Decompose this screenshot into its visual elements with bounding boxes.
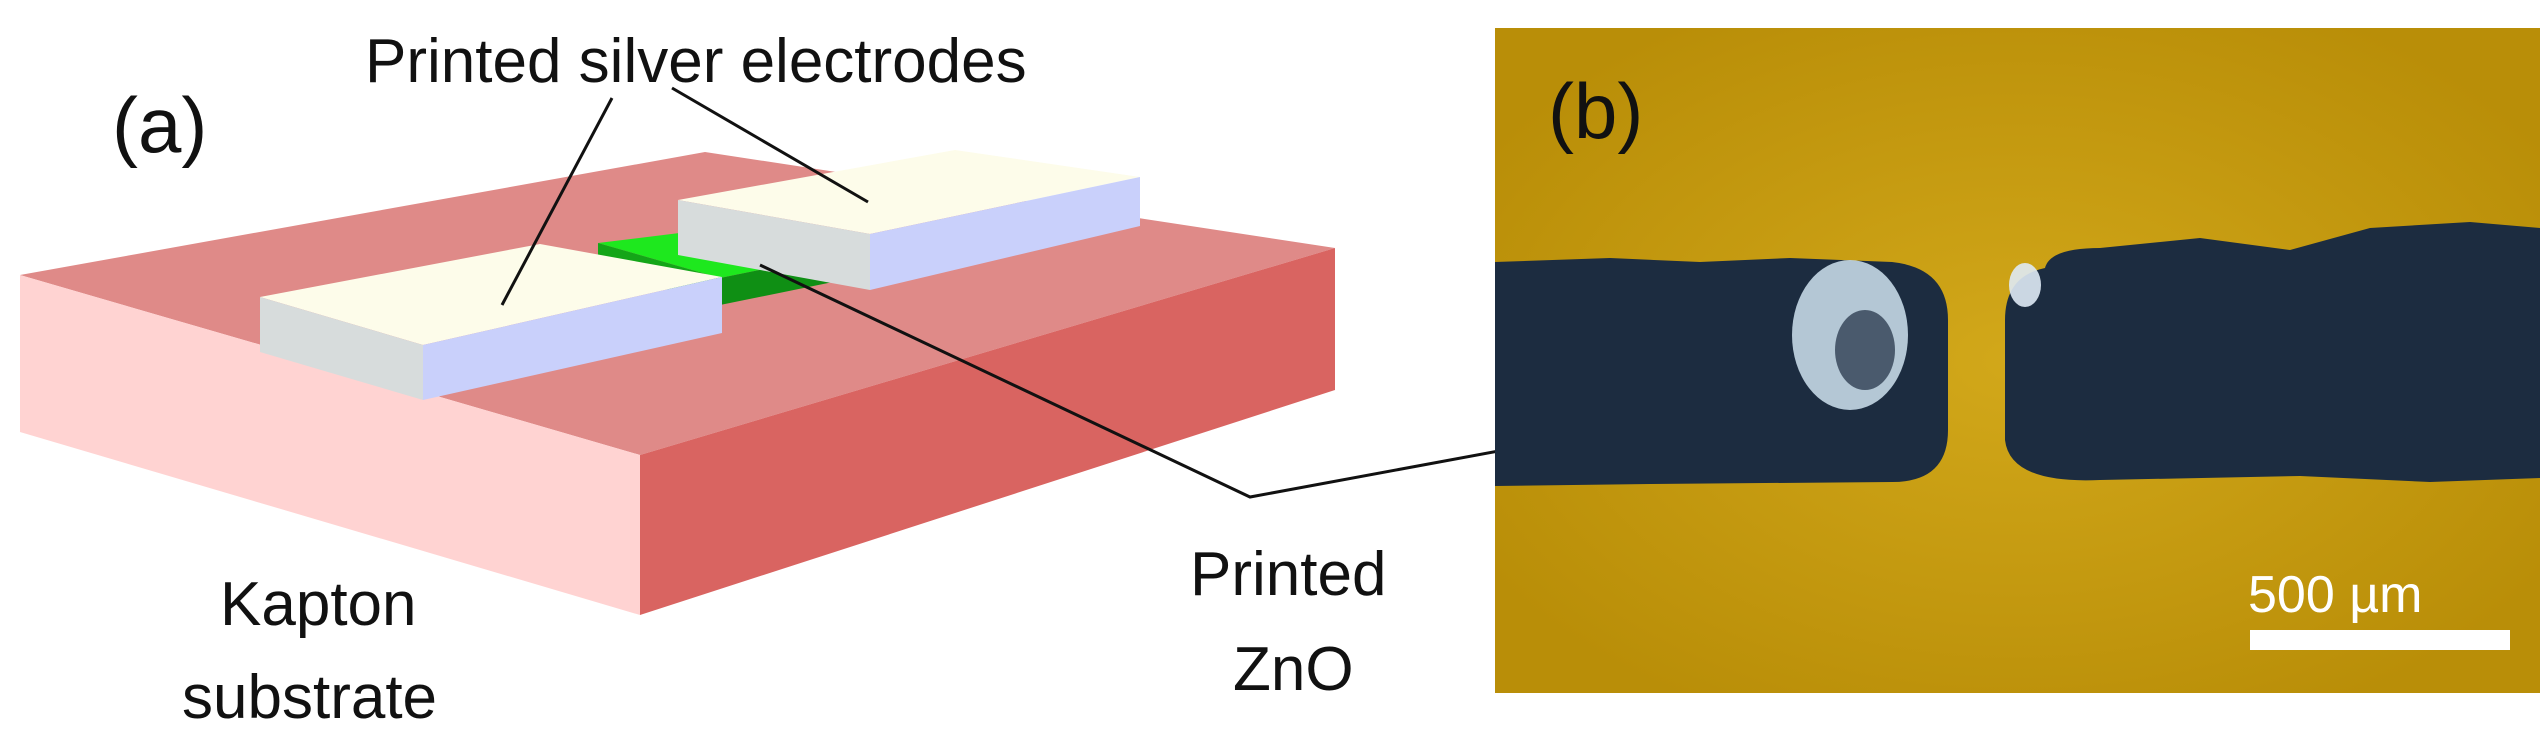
micrograph-silver-spot-right: [2009, 263, 2041, 307]
rear-electrode-left-face: [678, 200, 870, 290]
micrograph-right-electrode: [2005, 222, 2540, 482]
zno-label-line2: ZnO: [1233, 635, 1354, 704]
micrograph-silver-spot-left-inner: [1835, 310, 1895, 390]
front-electrode-front-face: [423, 277, 722, 400]
panel-b-label: (b): [1548, 67, 1643, 155]
electrodes-leader-line-right: [671, 86, 869, 204]
electrodes-label: Printed silver electrodes: [365, 27, 1027, 96]
substrate-label-line2: substrate: [182, 663, 437, 732]
scale-bar-label: 500 µm: [2248, 566, 2422, 624]
electrodes-leader-line-left: [500, 97, 614, 306]
panel-a-schematic: [20, 86, 1335, 615]
zno-label-line1: Printed: [1190, 540, 1386, 609]
front-electrode-top-face: [260, 244, 722, 345]
substrate-front-face: [640, 248, 1335, 615]
rear-electrode-top-face: [678, 150, 1140, 234]
substrate-label-line1: Kapton: [220, 570, 417, 639]
substrate-left-face: [20, 275, 640, 615]
panel-b-micrograph: 500 µm: [1495, 28, 2540, 693]
rear-electrode-front-face: [870, 177, 1140, 290]
panel-a-label: (a): [112, 81, 207, 169]
scale-bar: [2250, 630, 2510, 650]
front-electrode-left-face: [260, 297, 423, 400]
